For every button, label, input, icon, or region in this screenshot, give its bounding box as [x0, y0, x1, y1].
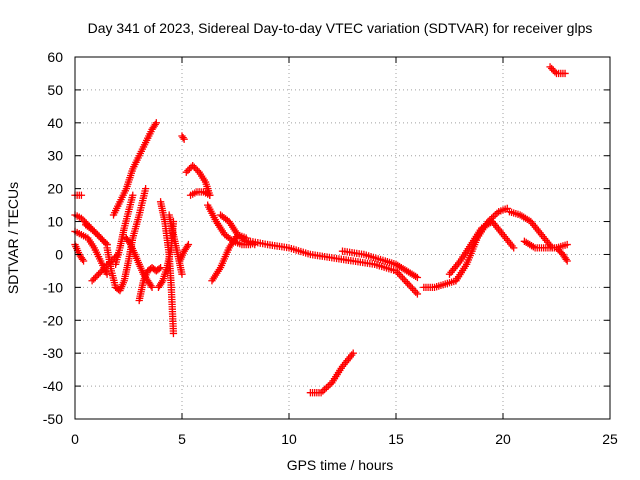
- data-point: [77, 191, 86, 199]
- axis-ticks: [74, 56, 611, 420]
- y-tick-labels: -50 -40 -30 -20 -10 0 10 20 30 40 50 60: [43, 49, 63, 427]
- series-arc-22: [246, 237, 422, 298]
- series-arc-25: [420, 277, 460, 292]
- data-points: [71, 63, 571, 397]
- series-arc-17: [182, 161, 214, 199]
- x-axis-label: GPS time / hours: [287, 457, 394, 473]
- series-arc-13: [156, 198, 178, 338]
- series-arc-5: [82, 221, 111, 249]
- data-point: [141, 184, 150, 193]
- x-tick-label: 15: [388, 431, 404, 447]
- series-arc-28: [505, 208, 556, 252]
- data-point: [563, 240, 571, 249]
- y-tick-label: 30: [47, 148, 63, 164]
- x-tick-label: 5: [178, 431, 186, 447]
- y-tick-label: 40: [47, 115, 63, 131]
- series-arc-11: [135, 263, 165, 305]
- data-point: [79, 257, 88, 265]
- series-arc-24: [338, 247, 422, 282]
- data-point: [413, 290, 422, 298]
- y-tick-label: 50: [47, 82, 63, 98]
- series-arc-21: [216, 211, 259, 249]
- y-tick-label: -20: [43, 312, 63, 328]
- series-arc-15: [178, 132, 188, 143]
- y-tick-label: 10: [47, 214, 63, 230]
- x-tick-label: 0: [71, 431, 79, 447]
- data-point: [510, 244, 518, 252]
- y-tick-label: -10: [43, 279, 63, 295]
- data-point: [148, 283, 156, 292]
- data-point: [413, 273, 422, 282]
- data-point: [103, 270, 111, 278]
- data-point: [178, 270, 186, 278]
- data-point: [169, 329, 178, 338]
- x-tick-label: 10: [281, 431, 297, 447]
- y-tick-label: -30: [43, 345, 63, 361]
- data-point: [206, 191, 214, 199]
- series-arc-30: [552, 244, 571, 265]
- data-point: [152, 119, 160, 127]
- data-point: [349, 349, 357, 357]
- plot-frame: [74, 56, 611, 420]
- data-point: [561, 69, 569, 78]
- series-arc-7: [109, 119, 160, 219]
- y-tick-label: 0: [55, 246, 63, 262]
- chart-title: Day 341 of 2023, Sidereal Day-to-day VTE…: [88, 20, 593, 36]
- y-axis-label: SDTVAR / TECUs: [5, 182, 21, 294]
- data-point: [156, 263, 165, 272]
- series-arc-27: [445, 217, 518, 278]
- series-arc-9: [112, 191, 137, 268]
- y-tick-label: 60: [47, 49, 63, 65]
- series-arc-16: [176, 240, 193, 265]
- data-point: [184, 240, 193, 249]
- series-arc-31: [546, 63, 569, 78]
- y-tick-label: -40: [43, 378, 63, 394]
- data-point: [129, 191, 137, 199]
- x-tick-label: 20: [495, 431, 511, 447]
- series-arc-23: [306, 349, 357, 397]
- x-tick-labels: 0 5 10 15 20 25: [71, 431, 618, 447]
- x-tick-label: 25: [602, 431, 618, 447]
- y-tick-label: 20: [47, 181, 63, 197]
- y-tick-label: -50: [43, 411, 63, 427]
- series-arc-18: [186, 188, 214, 199]
- data-point: [180, 135, 188, 143]
- data-point: [563, 257, 571, 265]
